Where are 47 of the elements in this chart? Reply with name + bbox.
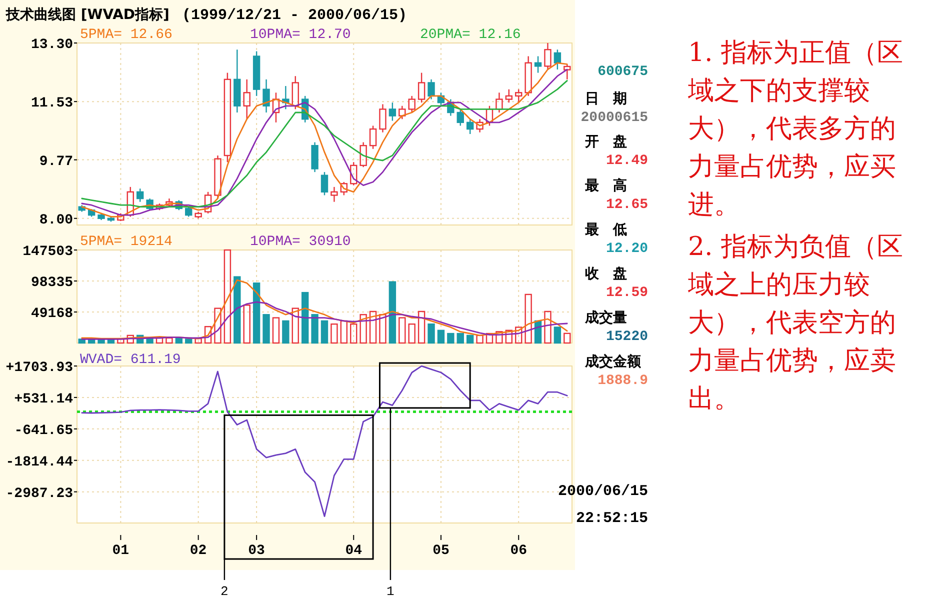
text: 2: [220, 584, 228, 599]
y-tick-label: 11.53: [30, 96, 73, 112]
y-tick-label: 98335: [30, 275, 73, 291]
text: 开 盘: [584, 134, 627, 150]
text: 成交量: [584, 309, 627, 326]
y-tick-label: 49168: [30, 306, 73, 322]
text: 12.49: [606, 153, 648, 169]
chart-subtitle: (1999/12/21 - 2000/06/15): [182, 7, 408, 24]
text: 5PMA= 19214: [80, 234, 172, 250]
y-tick-label: 13.30: [30, 37, 73, 53]
text: 12.65: [606, 197, 648, 213]
text: 1888.9: [598, 373, 648, 389]
annotation: 2000/06/15: [558, 483, 648, 500]
text: 1: [386, 584, 395, 599]
x-tick-label: 02: [190, 543, 207, 559]
text: 5PMA= 12.66: [80, 27, 172, 43]
y-tick-label: 147503: [22, 244, 73, 260]
y-tick-label: 9.77: [39, 154, 73, 170]
text: 收 盘: [585, 266, 627, 282]
y-tick-label: +531.14: [14, 391, 73, 408]
y-tick-label: 8.00: [39, 212, 73, 228]
x-tick-label: 01: [112, 543, 130, 559]
text: 成交金额: [584, 353, 642, 370]
y-tick-label: -1814.44: [6, 454, 73, 470]
text: 20000615: [580, 110, 648, 126]
chart-title: 技术曲线图 [WVAD指标]: [5, 7, 170, 23]
text: 1. 指标为正值（区域之下的支撑较大），代表多方的力量占优势，应买进。: [688, 37, 904, 222]
x-tick-label: 06: [510, 543, 528, 559]
y-tick-label: +1703.93: [6, 360, 73, 376]
text: 最 低: [584, 222, 627, 238]
text: 22:52:15: [576, 510, 648, 527]
text: 20PMA= 12.16: [420, 27, 521, 43]
text: 日 期: [585, 91, 627, 107]
text: 2. 指标为负值（区域之上的压力较大），代表空方的力量占优势，应卖出。: [688, 231, 904, 416]
text: WVAD= 611.19: [80, 352, 181, 368]
text: 最 高: [584, 177, 627, 194]
x-tick-label: 04: [345, 543, 362, 559]
text: 10PMA= 30910: [250, 234, 351, 250]
y-tick-label: -2987.23: [6, 486, 73, 502]
text: 12.20: [606, 241, 648, 257]
text: 12.59: [606, 285, 648, 301]
text: 600675: [598, 64, 648, 80]
y-tick-label: -641.65: [14, 422, 73, 439]
x-tick-label: 05: [432, 543, 450, 559]
text: 10PMA= 12.70: [250, 27, 351, 43]
x-tick-label: 03: [248, 543, 265, 559]
text: 15220: [606, 329, 648, 345]
